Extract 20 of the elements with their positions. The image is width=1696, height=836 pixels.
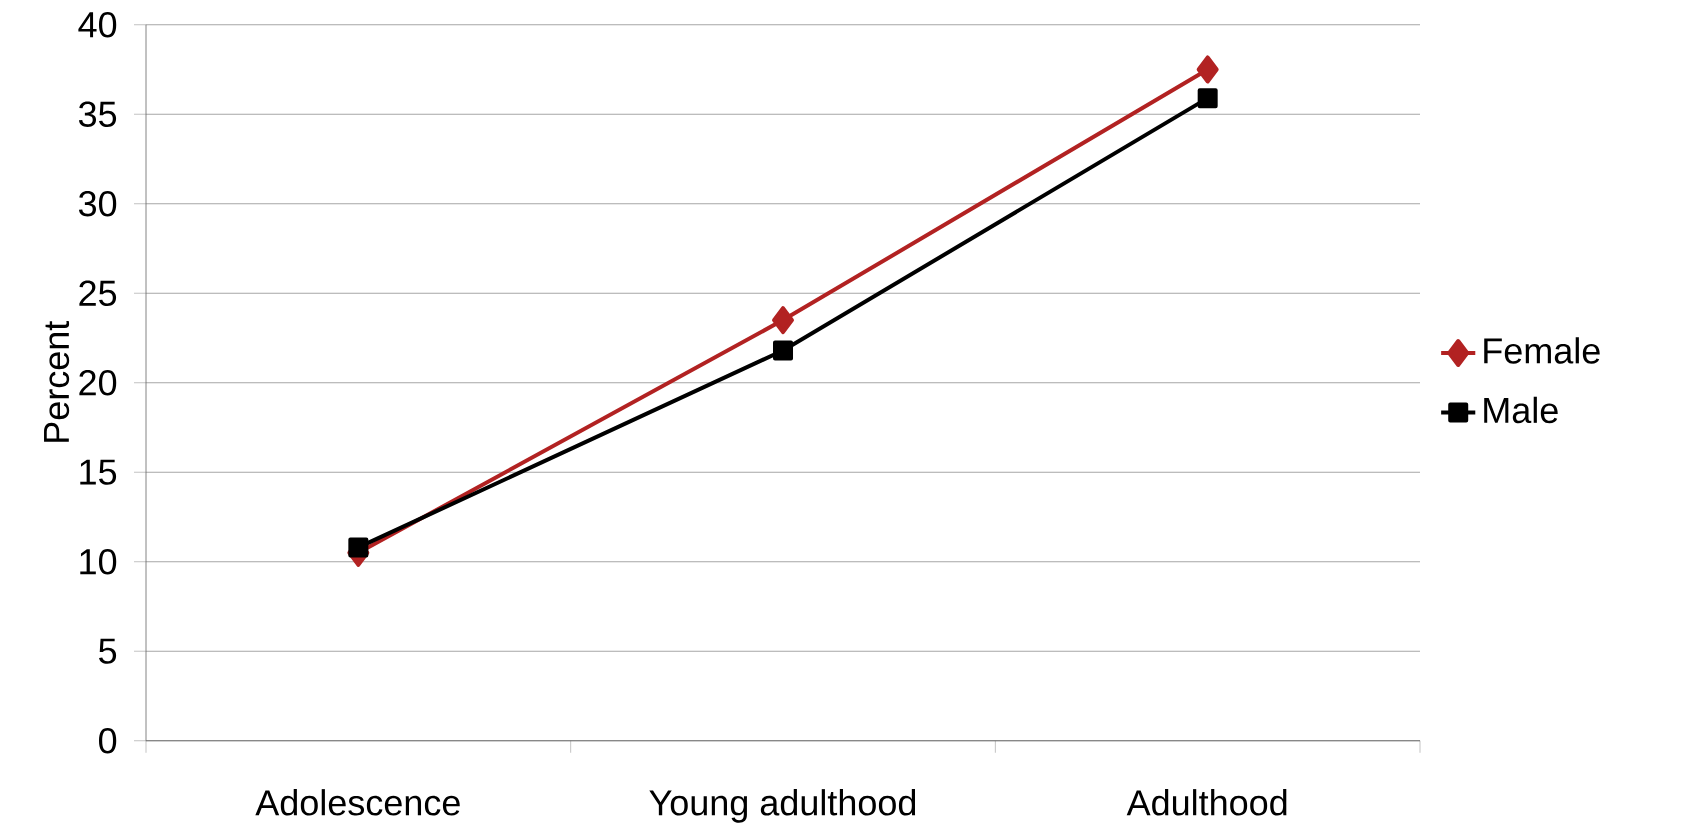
y-tick-label: 5 <box>99 638 117 664</box>
y-tick-label: 40 <box>78 12 117 38</box>
y-axis-title: Percent <box>44 321 70 442</box>
x-tick-label: Young adulthood <box>649 789 916 823</box>
point <box>772 306 795 335</box>
point <box>1197 88 1218 109</box>
point <box>773 340 794 361</box>
point <box>348 537 369 558</box>
point <box>1196 55 1219 84</box>
x-tick-label: Adulthood <box>1126 789 1287 816</box>
y-tick-label: 30 <box>78 191 117 217</box>
y-tick-label: 35 <box>78 101 117 128</box>
legend-label: Female <box>1484 337 1600 364</box>
y-tick-label: 15 <box>80 459 117 485</box>
y-tick-label: 0 <box>99 728 117 754</box>
y-tick-label: 25 <box>79 280 117 307</box>
legend-label: Male <box>1484 396 1558 424</box>
y-tick-label: 20 <box>79 370 117 396</box>
x-tick-label: Adolescence <box>255 789 460 816</box>
y-tick-label: 10 <box>80 549 117 575</box>
